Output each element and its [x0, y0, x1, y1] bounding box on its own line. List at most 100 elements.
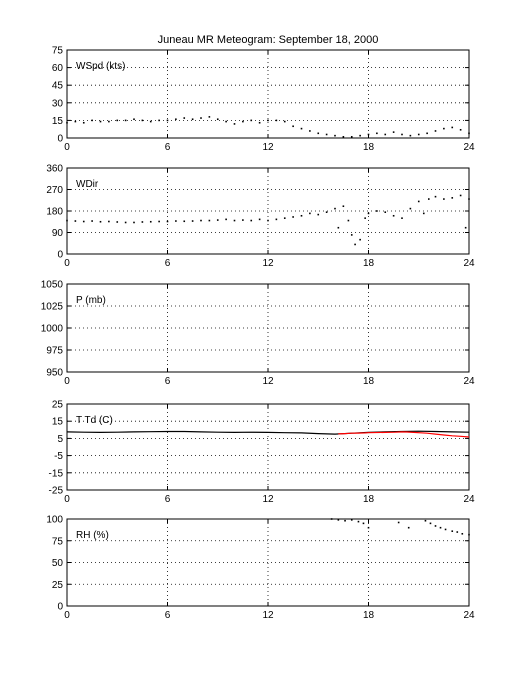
data-point — [66, 121, 68, 124]
y-tick-label: 1025 — [41, 302, 64, 313]
figure-title: Juneau MR Meteogram: September 18, 2000 — [158, 34, 379, 46]
data-point — [384, 133, 387, 136]
data-point — [317, 132, 320, 135]
data-point — [367, 212, 370, 215]
x-tick-label: 0 — [64, 142, 70, 153]
y-tick-label: 360 — [46, 164, 63, 175]
data-point — [124, 119, 127, 122]
y-tick-label: 90 — [52, 228, 64, 239]
data-point — [325, 133, 328, 136]
data-point — [149, 120, 152, 123]
panel-label: WSpd (kts) — [76, 61, 125, 72]
data-point — [464, 226, 467, 229]
data-point — [409, 134, 412, 137]
y-tick-label: 0 — [57, 250, 63, 261]
data-point — [116, 119, 119, 122]
data-point — [292, 125, 294, 128]
data-point — [459, 194, 462, 197]
data-point — [158, 220, 160, 223]
panel-label: WDir — [76, 179, 99, 190]
data-point — [376, 132, 378, 135]
data-point — [407, 526, 410, 529]
y-tick-label: -5 — [54, 451, 63, 462]
data-point — [434, 195, 437, 198]
series-line — [338, 431, 470, 438]
data-point — [133, 221, 135, 224]
data-point — [258, 218, 261, 221]
data-point — [116, 221, 119, 223]
data-point — [175, 220, 177, 222]
data-point — [424, 519, 427, 522]
data-point — [357, 520, 360, 523]
x-tick-label: 24 — [463, 142, 475, 153]
data-point — [242, 219, 244, 221]
data-point — [350, 519, 353, 521]
y-tick-label: 5 — [57, 434, 63, 445]
data-point — [362, 522, 365, 525]
data-point — [392, 131, 395, 133]
data-point — [334, 134, 336, 137]
data-point — [225, 218, 227, 221]
data-point — [342, 205, 345, 208]
data-point — [344, 519, 346, 522]
data-point — [422, 212, 425, 215]
data-point — [325, 211, 328, 213]
data-point — [275, 218, 278, 221]
y-tick-label: 75 — [52, 46, 64, 57]
series-2 — [338, 431, 470, 438]
data-point — [183, 220, 186, 223]
y-tick-label: 1050 — [41, 280, 64, 291]
data-point — [451, 197, 454, 199]
data-point — [451, 530, 454, 532]
data-point — [175, 118, 177, 121]
data-point — [468, 132, 470, 135]
data-point — [82, 121, 85, 124]
x-tick-label: 0 — [64, 494, 70, 505]
data-point — [443, 127, 445, 130]
data-point — [99, 220, 102, 223]
data-point — [401, 133, 403, 136]
data-point — [250, 119, 253, 122]
data-point — [367, 133, 370, 136]
data-point — [141, 221, 144, 223]
data-point — [309, 130, 311, 132]
data-point — [444, 528, 447, 531]
y-tick-label: 975 — [46, 346, 63, 357]
data-point — [459, 128, 462, 131]
y-tick-label: 75 — [52, 536, 64, 547]
data-point — [216, 219, 219, 221]
y-tick-label: 15 — [52, 116, 64, 127]
x-tick-label: 6 — [165, 494, 171, 505]
data-point — [317, 213, 320, 216]
x-tick-label: 6 — [165, 142, 171, 153]
data-point — [337, 519, 340, 521]
x-tick-label: 24 — [463, 494, 475, 505]
data-point — [443, 198, 445, 200]
data-point — [337, 226, 340, 229]
data-point — [334, 207, 336, 210]
data-point — [359, 134, 361, 137]
x-tick-label: 18 — [363, 610, 375, 621]
y-tick-label: 180 — [46, 207, 63, 218]
x-tick-label: 0 — [64, 376, 70, 387]
data-point — [350, 136, 353, 138]
data-point — [216, 118, 219, 121]
x-tick-label: 18 — [363, 376, 375, 387]
data-point — [183, 117, 186, 119]
x-tick-label: 24 — [463, 376, 475, 387]
data-point — [99, 120, 102, 123]
data-point — [200, 219, 202, 222]
data-point — [434, 525, 437, 527]
data-point — [166, 119, 169, 122]
series-1 — [66, 116, 470, 138]
data-point — [468, 198, 470, 200]
data-point — [309, 212, 311, 215]
panel-5: 0 6 12 18 24 0 25 50 75 100 RH (%) — [46, 515, 475, 622]
y-tick-label: 0 — [57, 602, 63, 613]
data-point — [376, 210, 378, 212]
data-point — [461, 532, 464, 535]
x-tick-label: 6 — [165, 610, 171, 621]
y-tick-label: 60 — [52, 63, 64, 74]
